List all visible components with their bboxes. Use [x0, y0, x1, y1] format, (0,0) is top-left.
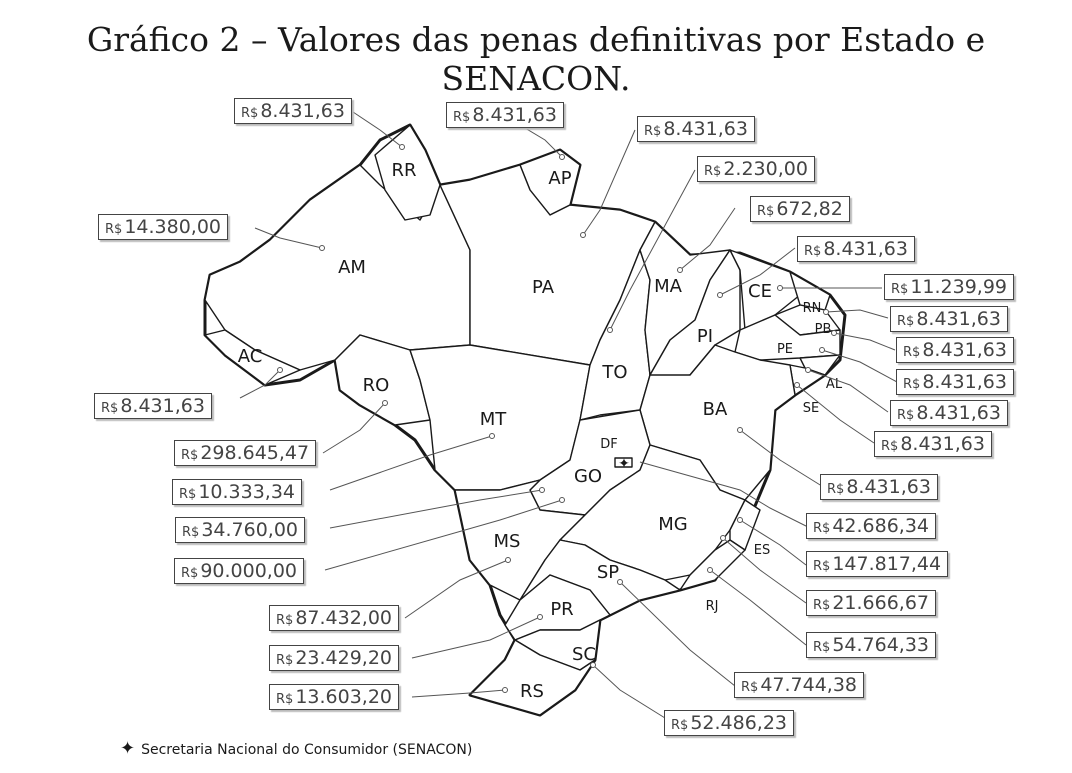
value-label-ma: R$ 672,82 [750, 196, 850, 222]
state-abbr-sc: SC [572, 644, 596, 665]
state-abbr-to: TO [601, 362, 627, 383]
value-label-to: R$ 2.230,00 [697, 156, 815, 182]
value-label-ce: R$ 11.239,99 [884, 274, 1015, 300]
state-abbr-pr: PR [550, 599, 573, 620]
state-abbr-ro: RO [363, 375, 390, 396]
state-abbr-rj: RJ [706, 599, 719, 614]
state-abbr-ms: MS [494, 531, 521, 552]
value-label-rn: R$ 8.431,63 [890, 306, 1008, 332]
value-label-pa: R$ 8.431,63 [637, 116, 755, 142]
value-label-rj: R$ 54.764,33 [806, 632, 937, 658]
state-abbr-ap: AP [548, 168, 571, 189]
value-label-ba: R$ 8.431,63 [820, 474, 938, 500]
value-label-al: R$ 8.431,63 [890, 400, 1008, 426]
legend-text: Secretaria Nacional do Consumidor (SENAC… [141, 742, 473, 758]
value-label-pb: R$ 8.431,63 [896, 337, 1014, 363]
chart-title: Gráfico 2 – Valores das penas definitiva… [86, 20, 986, 98]
legend: ✦ Secretaria Nacional do Consumidor (SENA… [120, 738, 472, 759]
value-label-pi: R$ 8.431,63 [797, 236, 915, 262]
state-abbr-se: SE [803, 401, 819, 416]
senacon-star-icon: ✦ [618, 456, 630, 472]
state-abbr-es: ES [754, 543, 770, 558]
state-abbr-mt: MT [480, 409, 508, 430]
value-label-se: R$ 8.431,63 [874, 431, 992, 457]
value-label-ms: R$ 90.000,00 [174, 558, 305, 584]
state-rs [469, 639, 596, 716]
state-ac [204, 329, 301, 386]
value-label-go: R$ 34.760,00 [175, 517, 306, 543]
value-label-mg: R$ 147.817,44 [806, 551, 949, 577]
state-abbr-df: DF [600, 437, 618, 452]
value-label-am: R$ 14.380,00 [98, 214, 229, 240]
value-label-rr: R$ 8.431,63 [234, 98, 352, 124]
value-label-senacon: R$ 87.432,00 [269, 605, 400, 631]
state-abbr-rs: RS [520, 681, 544, 702]
state-abbr-rn: RN [803, 301, 822, 316]
state-abbr-am: AM [338, 257, 366, 278]
value-label-pe: R$ 8.431,63 [896, 369, 1014, 395]
state-abbr-pa: PA [532, 277, 555, 298]
value-label-ac: R$ 8.431,63 [94, 393, 212, 419]
value-label-rs: R$ 13.603,20 [269, 684, 400, 710]
value-label-df: R$ 42.686,34 [806, 513, 937, 539]
value-label-ro: R$ 298.645,47 [174, 440, 317, 466]
state-abbr-rr: RR [391, 160, 416, 181]
state-abbr-pi: PI [697, 326, 713, 347]
state-df [614, 457, 633, 468]
state-abbr-pb: PB [815, 322, 832, 337]
state-abbr-sp: SP [597, 562, 619, 583]
state-abbr-ba: BA [703, 399, 728, 420]
state-abbr-pe: PE [777, 342, 793, 357]
value-label-pr: R$ 23.429,20 [269, 645, 400, 671]
state-abbr-go: GO [574, 466, 602, 487]
value-label-sc: R$ 52.486,23 [664, 710, 795, 736]
state-rr [374, 124, 441, 221]
senacon-legend-icon: ✦ [120, 738, 136, 759]
value-label-sp: R$ 47.744,38 [734, 672, 865, 698]
value-label-ap: R$ 8.431,63 [446, 102, 564, 128]
value-label-es: R$ 21.666,67 [806, 590, 937, 616]
leader-lines [239, 109, 898, 719]
state-abbr-ma: MA [654, 276, 683, 297]
value-label-mt: R$ 10.333,34 [172, 479, 303, 505]
state-abbr-ac: AC [238, 346, 263, 367]
state-abbr-ce: CE [748, 281, 772, 302]
state-abbr-mg: MG [658, 514, 687, 535]
